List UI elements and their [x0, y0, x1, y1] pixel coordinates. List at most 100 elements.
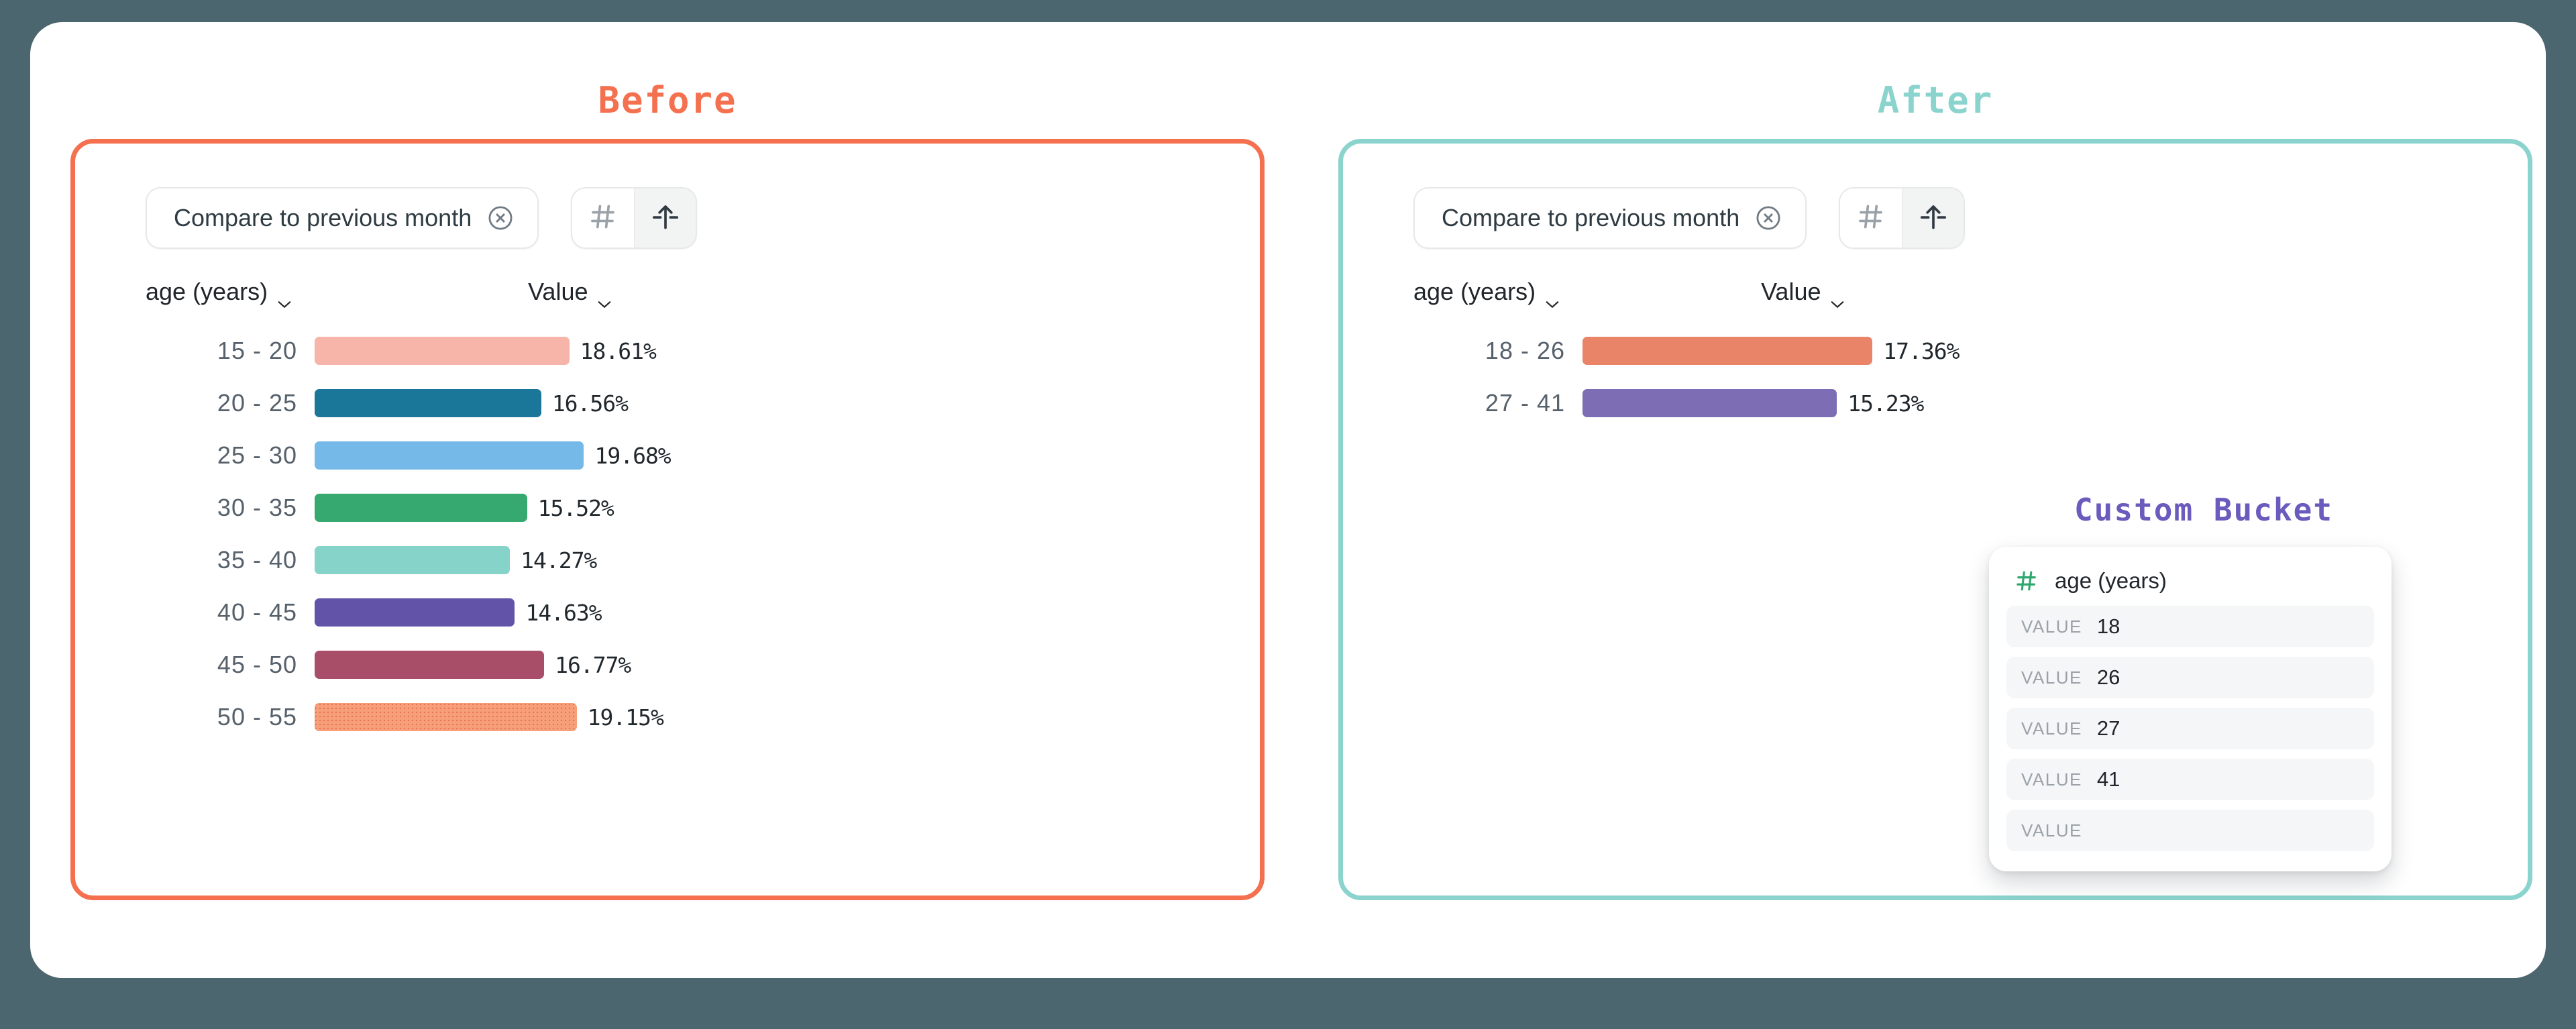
custom-bucket-value-caption: VALUE	[2021, 667, 2082, 688]
bar	[315, 337, 570, 365]
custom-bucket-card: age (years) VALUE 18 VALUE 26 VALUE 27 VALUE 41…	[1989, 547, 2392, 871]
circle-x-icon[interactable]	[486, 204, 515, 232]
bar	[1582, 337, 1873, 365]
compare-chip-label-before: Compare to previous month	[174, 204, 472, 231]
bar-row-category: 35 - 40	[217, 546, 297, 574]
bar-value-label: 16.56%	[551, 390, 629, 417]
column-header-value-after[interactable]: Value	[1761, 278, 1845, 308]
column-header-age-label-after: age (years)	[1413, 278, 1536, 305]
bar-value-label: 17.36%	[1883, 337, 1960, 364]
bar	[315, 651, 545, 679]
bar-row[interactable]: 40 - 45 14.63%	[146, 586, 671, 639]
column-header-value-label-before: Value	[528, 278, 588, 305]
panel-before: Before Compare to previous month	[70, 83, 1265, 900]
bar-rows-after: 18 - 26 17.36% 27 - 41 15.23%	[1413, 325, 1960, 429]
custom-bucket-value-caption: VALUE	[2021, 718, 2082, 739]
bar-row-category: 27 - 41	[1485, 389, 1565, 417]
hash-mode-button-after[interactable]	[1840, 188, 1902, 248]
bar-row-category: 30 - 35	[217, 494, 297, 521]
custom-bucket-field-label: age (years)	[2055, 568, 2167, 593]
bar-row[interactable]: 25 - 30 19.68%	[146, 429, 672, 482]
panel-after-title: After	[1877, 79, 1994, 121]
chevron-down-icon	[277, 287, 292, 308]
custom-bucket-value-caption: VALUE	[2021, 820, 2082, 841]
custom-bucket-value-input[interactable]: 27	[2096, 716, 2121, 740]
bar	[315, 598, 515, 627]
bar-row[interactable]: 50 - 55 19.15%	[146, 691, 671, 743]
panel-before-title: Before	[598, 79, 737, 121]
column-header-age-before[interactable]: age (years)	[146, 278, 292, 308]
custom-bucket-value-row[interactable]: VALUE 26	[2006, 657, 2374, 698]
custom-bucket-value-row[interactable]: VALUE	[2006, 810, 2374, 851]
column-headers-before: age (years) Value	[146, 278, 816, 308]
circle-x-icon[interactable]	[1754, 204, 1782, 232]
panel-after-frame: Compare to previous month	[1338, 139, 2532, 900]
display-mode-toggle-after[interactable]	[1839, 187, 1966, 249]
bar	[1582, 389, 1837, 417]
arrow-up-between-lines-icon	[651, 202, 680, 235]
custom-bucket-popup: Custom Bucket age (years) VALUE 18 VALUE 26…	[1989, 492, 2418, 871]
custom-bucket-field-header[interactable]: age (years)	[2006, 565, 2374, 606]
hash-icon	[2015, 569, 2039, 593]
bar-value-label: 19.68%	[594, 442, 671, 469]
bar	[315, 546, 511, 574]
toolbar-before: Compare to previous month	[146, 187, 698, 249]
compare-chip-before[interactable]: Compare to previous month	[146, 187, 539, 249]
compare-chip-label-after: Compare to previous month	[1442, 204, 1740, 231]
bar	[315, 703, 577, 731]
bar-row-category: 25 - 30	[217, 441, 297, 469]
bar	[315, 389, 541, 417]
chevron-down-icon	[1830, 287, 1845, 308]
bar	[315, 494, 527, 522]
chevron-down-icon	[1545, 287, 1560, 308]
column-header-value-before[interactable]: Value	[528, 278, 612, 308]
bar-value-label: 14.63%	[525, 599, 602, 626]
bar-row[interactable]: 30 - 35 15.52%	[146, 482, 671, 534]
arrow-up-between-lines-icon	[1919, 202, 1948, 235]
bar-rows-before: 15 - 20 18.61% 20 - 25 16.56% 25 - 30 19.68% 3…	[146, 325, 672, 743]
distribution-mode-button-after[interactable]	[1902, 188, 1964, 248]
custom-bucket-value-list: VALUE 18 VALUE 26 VALUE 27 VALUE 41 VALUE	[2006, 606, 2374, 851]
compare-chip-after[interactable]: Compare to previous month	[1413, 187, 1807, 249]
toolbar-after: Compare to previous month	[1413, 187, 1966, 249]
column-header-age-label-before: age (years)	[146, 278, 268, 305]
bar-row[interactable]: 18 - 26 17.36%	[1413, 325, 1960, 377]
bar-row-category: 50 - 55	[217, 703, 297, 730]
custom-bucket-value-row[interactable]: VALUE 27	[2006, 708, 2374, 749]
bar-value-label: 19.15%	[587, 704, 664, 730]
hash-mode-button-before[interactable]	[572, 188, 635, 248]
bar-row[interactable]: 45 - 50 16.77%	[146, 639, 671, 691]
custom-bucket-value-row[interactable]: VALUE 18	[2006, 606, 2374, 647]
bar-row[interactable]: 15 - 20 18.61%	[146, 325, 671, 377]
column-headers-after: age (years) Value	[1413, 278, 2084, 308]
bar-row-category: 18 - 26	[1485, 337, 1565, 364]
column-header-age-after[interactable]: age (years)	[1413, 278, 1560, 308]
column-header-value-label-after: Value	[1761, 278, 1821, 305]
custom-bucket-value-input[interactable]: 26	[2096, 665, 2121, 689]
chevron-down-icon	[597, 287, 612, 308]
custom-bucket-title: Custom Bucket	[2074, 492, 2334, 528]
hash-icon	[588, 202, 618, 235]
custom-bucket-value-input[interactable]: 18	[2096, 614, 2121, 638]
bar-row[interactable]: 35 - 40 14.27%	[146, 534, 671, 586]
distribution-mode-button-before[interactable]	[634, 188, 696, 248]
bar-value-label: 18.61%	[580, 337, 657, 364]
bar	[315, 441, 584, 470]
custom-bucket-value-caption: VALUE	[2021, 616, 2082, 637]
bar-value-label: 16.77%	[555, 651, 631, 678]
bar-row-category: 20 - 25	[217, 389, 297, 417]
bar-row-category: 40 - 45	[217, 598, 297, 626]
display-mode-toggle-before[interactable]	[571, 187, 698, 249]
bar-row[interactable]: 27 - 41 15.23%	[1413, 377, 1959, 429]
bar-value-label: 15.52%	[537, 494, 614, 521]
bar-value-label: 15.23%	[1847, 390, 1924, 417]
page-card: Before Compare to previous month	[30, 22, 2546, 978]
custom-bucket-value-row[interactable]: VALUE 41	[2006, 759, 2374, 800]
panel-before-frame: Compare to previous month	[70, 139, 1265, 900]
bar-value-label: 14.27%	[521, 547, 597, 574]
bar-row[interactable]: 20 - 25 16.56%	[146, 377, 671, 429]
bar-row-category: 15 - 20	[217, 337, 297, 364]
panel-after: After Compare to previous month	[1338, 83, 2532, 900]
bar-row-category: 45 - 50	[217, 651, 297, 678]
custom-bucket-value-input[interactable]: 41	[2096, 767, 2121, 791]
